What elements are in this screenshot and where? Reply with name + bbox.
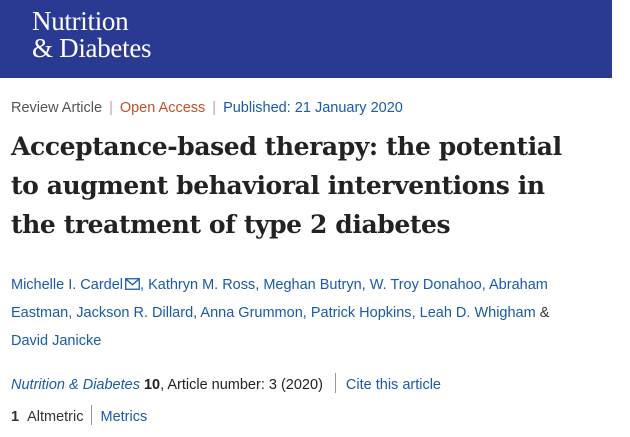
article-number: , Article number: 3 (2020) <box>160 377 323 393</box>
logo-line-1: Nutrition <box>32 6 129 36</box>
meta-divider: | <box>212 100 217 116</box>
meta-divider: | <box>109 100 113 116</box>
author-link[interactable]: Michelle I. Cardel <box>11 277 124 293</box>
metrics-divider <box>91 405 93 425</box>
article-title: Acceptance-based therapy: the potential … <box>11 127 611 244</box>
author-list: Michelle I. Cardel, Kathryn M. Ross, Meg… <box>11 271 611 355</box>
title-line: Acceptance-based therapy: the potential <box>11 132 562 161</box>
title-line: to augment behavioral interventions in <box>11 171 545 200</box>
citation-divider <box>334 373 336 393</box>
author-link[interactable]: David Janicke <box>11 333 102 349</box>
author-link[interactable]: Anna Grummon <box>200 305 303 321</box>
journal-link[interactable]: Nutrition & Diabetes <box>11 377 140 393</box>
author-link[interactable]: Jackson R. Dillard <box>76 305 194 321</box>
author-line: David Janicke <box>11 327 611 355</box>
published-date: Published: 21 January 2020 <box>223 100 403 116</box>
article-type: Review Article <box>11 100 103 116</box>
author-link-first-part[interactable]: Abraham <box>489 277 548 293</box>
author-line: Eastman, Jackson R. Dillard, Anna Grummo… <box>11 305 550 321</box>
logo-line-2: & Diabetes <box>32 33 152 63</box>
metrics-bar: 1 Altmetric Metrics <box>11 405 147 426</box>
author-link[interactable]: Patrick Hopkins <box>310 305 412 321</box>
mail-icon[interactable] <box>125 278 140 290</box>
volume-number: 10 <box>143 377 161 393</box>
article-meta: Review Article | Open Access | Published: 21… <box>11 99 403 117</box>
citation-line: Nutrition & Diabetes 10, Article number: … <box>11 373 441 394</box>
metrics-link[interactable]: Metrics <box>100 409 148 425</box>
cite-this-article-link[interactable]: Cite this article <box>345 377 441 393</box>
author-link[interactable]: W. Troy Donahoo <box>369 277 482 293</box>
author-line: Michelle I. Cardel, Kathryn M. Ross, Meg… <box>11 277 548 293</box>
open-access-badge: Open Access <box>119 100 206 116</box>
journal-logo[interactable]: Nutrition & Diabetes <box>32 6 152 63</box>
author-link[interactable]: Meghan Butryn <box>263 277 362 293</box>
author-link[interactable]: Kathryn M. Ross <box>148 277 256 293</box>
author-link[interactable]: Leah D. Whigham <box>419 305 536 321</box>
journal-banner: Nutrition & Diabetes <box>0 0 612 78</box>
authors-ampersand: & <box>539 305 550 321</box>
title-line: the treatment of type 2 diabetes <box>11 210 451 239</box>
altmetric-label: Altmetric <box>27 409 84 425</box>
author-link-second-part[interactable]: Eastman <box>11 305 69 321</box>
altmetric-count: 1 <box>11 409 20 425</box>
